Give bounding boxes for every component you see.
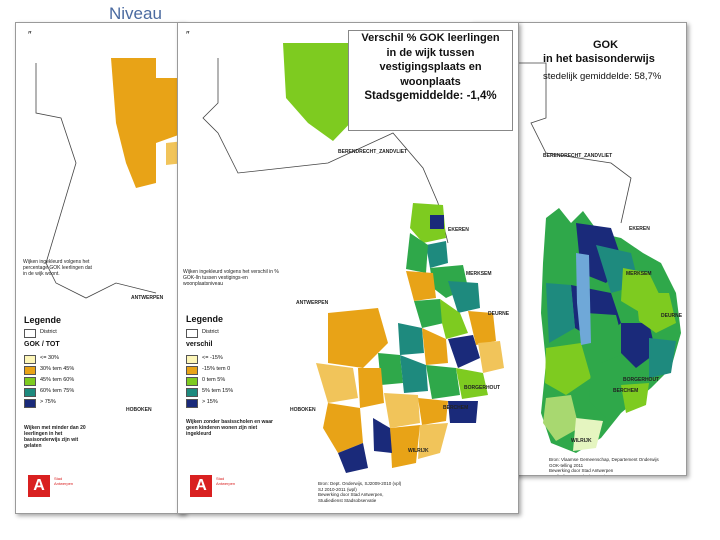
middle-district-label: MERKSEM bbox=[466, 271, 492, 277]
region bbox=[478, 341, 504, 373]
left-map-outline bbox=[35, 63, 157, 299]
right-district-label: WILRIJK bbox=[571, 438, 592, 444]
middle-district-label: WILRIJK bbox=[408, 448, 429, 454]
region bbox=[398, 323, 424, 355]
middle-map-average: Stadsgemiddelde: -1,4% bbox=[364, 90, 497, 102]
river-schelde bbox=[576, 253, 591, 345]
region bbox=[440, 299, 468, 339]
middle-map-outline bbox=[202, 58, 449, 244]
region bbox=[378, 353, 403, 385]
middle-district-label: ANTWERPEN bbox=[296, 300, 329, 306]
middle-map-titlebox: Verschil % GOK leerlingen in de wijk tus… bbox=[348, 30, 513, 131]
middle-map-source: Bron: Dept. Onderwijs, SJ2009-2010 (vpl)… bbox=[318, 481, 402, 503]
left-antwerpen-logo-icon: A bbox=[28, 475, 50, 497]
middle-title-line: Verschil % GOK leerlingen bbox=[361, 32, 500, 44]
right-district-label: MERKSEM bbox=[626, 271, 652, 277]
right-district-label: DEURNE bbox=[661, 313, 683, 319]
middle-title-line: vestigingsplaats en bbox=[379, 61, 482, 73]
right-district-label: BERCHEM bbox=[613, 388, 639, 394]
region bbox=[426, 365, 460, 399]
left-legend-title: Legende bbox=[24, 315, 62, 325]
region-berchem bbox=[384, 393, 420, 428]
region bbox=[358, 368, 384, 408]
north-arrow-icon: ″ bbox=[186, 30, 190, 41]
region bbox=[418, 398, 448, 425]
middle-logo-text: Stad Antwerpen bbox=[216, 476, 236, 486]
middle-district-label: HOBOKEN bbox=[290, 407, 316, 413]
middle-district-label: BERENDRECHT_ZANDVLIET bbox=[338, 149, 408, 155]
right-district-label: EKEREN bbox=[629, 226, 650, 232]
region-ekeren bbox=[410, 203, 446, 243]
region bbox=[448, 281, 480, 313]
region bbox=[418, 423, 448, 459]
middle-map-graphic: ″ bbox=[186, 30, 504, 473]
right-map-region bbox=[621, 383, 649, 413]
left-map-panel: ″ Wijken ingekleurd volgens het percenta… bbox=[15, 22, 185, 514]
region-hoboken bbox=[323, 403, 363, 453]
middle-district-label: EKEREN bbox=[448, 227, 469, 233]
middle-title-line: woonplaats bbox=[400, 75, 461, 88]
slide-title: Niveau bbox=[109, 4, 162, 23]
right-map-region bbox=[621, 323, 656, 368]
region-deurne bbox=[468, 311, 496, 345]
region bbox=[373, 418, 392, 453]
right-map-title-1: GOK bbox=[593, 39, 619, 51]
region-linkeroever bbox=[328, 308, 388, 368]
middle-title-line: in de wijk tussen bbox=[386, 46, 475, 59]
middle-map-note: Wijken ingekleurd volgens het verschil i… bbox=[183, 269, 279, 287]
middle-legend-subtitle: verschil bbox=[186, 341, 213, 348]
region bbox=[448, 335, 480, 368]
right-map-region bbox=[649, 338, 676, 378]
right-map-graphic bbox=[501, 62, 681, 453]
region bbox=[316, 363, 358, 403]
right-map-source: Bron: Vlaamse Gemeenschap, Departement O… bbox=[549, 457, 659, 476]
region bbox=[414, 299, 444, 328]
right-map-border-line bbox=[501, 62, 632, 224]
region bbox=[448, 401, 478, 423]
middle-map-panel: ″ Verschi bbox=[177, 22, 519, 514]
region bbox=[406, 271, 436, 301]
left-map-note: Wijken ingekleurd volgens het percentage… bbox=[23, 259, 92, 277]
right-map-region bbox=[543, 395, 579, 441]
left-district-label-hoboken: HOBOKEN bbox=[126, 407, 152, 413]
right-map-region bbox=[573, 418, 603, 451]
right-map-region bbox=[636, 293, 676, 333]
region bbox=[338, 443, 368, 473]
middle-antwerpen-logo-icon: A bbox=[190, 475, 212, 497]
middle-map-footnote: Wijken zonder basisscholen en waar geen … bbox=[186, 419, 273, 437]
right-map-panel: GOK in het basisonderwijs stedelijk gemi… bbox=[470, 22, 687, 476]
middle-district-label: BORGERHOUT bbox=[464, 385, 501, 391]
region-borgerhout bbox=[456, 368, 488, 399]
region bbox=[426, 241, 448, 268]
middle-district-label: DEURNE bbox=[488, 311, 510, 317]
region bbox=[400, 355, 428, 393]
middle-legend-title: Legende bbox=[186, 314, 224, 324]
north-arrow-icon: ″ bbox=[28, 30, 32, 41]
left-district-label-antwerpen: ANTWERPEN bbox=[131, 295, 164, 301]
region-wilrijk bbox=[390, 425, 420, 468]
region-berendrecht bbox=[283, 43, 358, 141]
right-map-region bbox=[589, 368, 631, 418]
right-map-region bbox=[583, 313, 626, 363]
middle-district-label: BERCHEM bbox=[443, 405, 469, 411]
right-map-title-2: in het basisonderwijs bbox=[543, 53, 655, 65]
right-map-region bbox=[546, 283, 575, 343]
left-legend-subtitle: GOK / TOT bbox=[24, 341, 60, 348]
region bbox=[422, 328, 448, 365]
right-district-label: BORGERHOUT bbox=[623, 377, 660, 383]
right-map-region bbox=[545, 343, 591, 395]
left-logo-text: Stad Antwerpen bbox=[54, 476, 74, 486]
right-map-average: stedelijk gemiddelde: 58,7% bbox=[543, 71, 662, 82]
right-district-label: BERENDRECHT_ZANDVLIET bbox=[543, 153, 613, 159]
left-map-footnote: Wijken met minder dan 20 leerlingen in h… bbox=[24, 425, 86, 449]
region bbox=[430, 215, 444, 229]
left-map-region-orange bbox=[111, 58, 156, 188]
region bbox=[406, 233, 428, 273]
